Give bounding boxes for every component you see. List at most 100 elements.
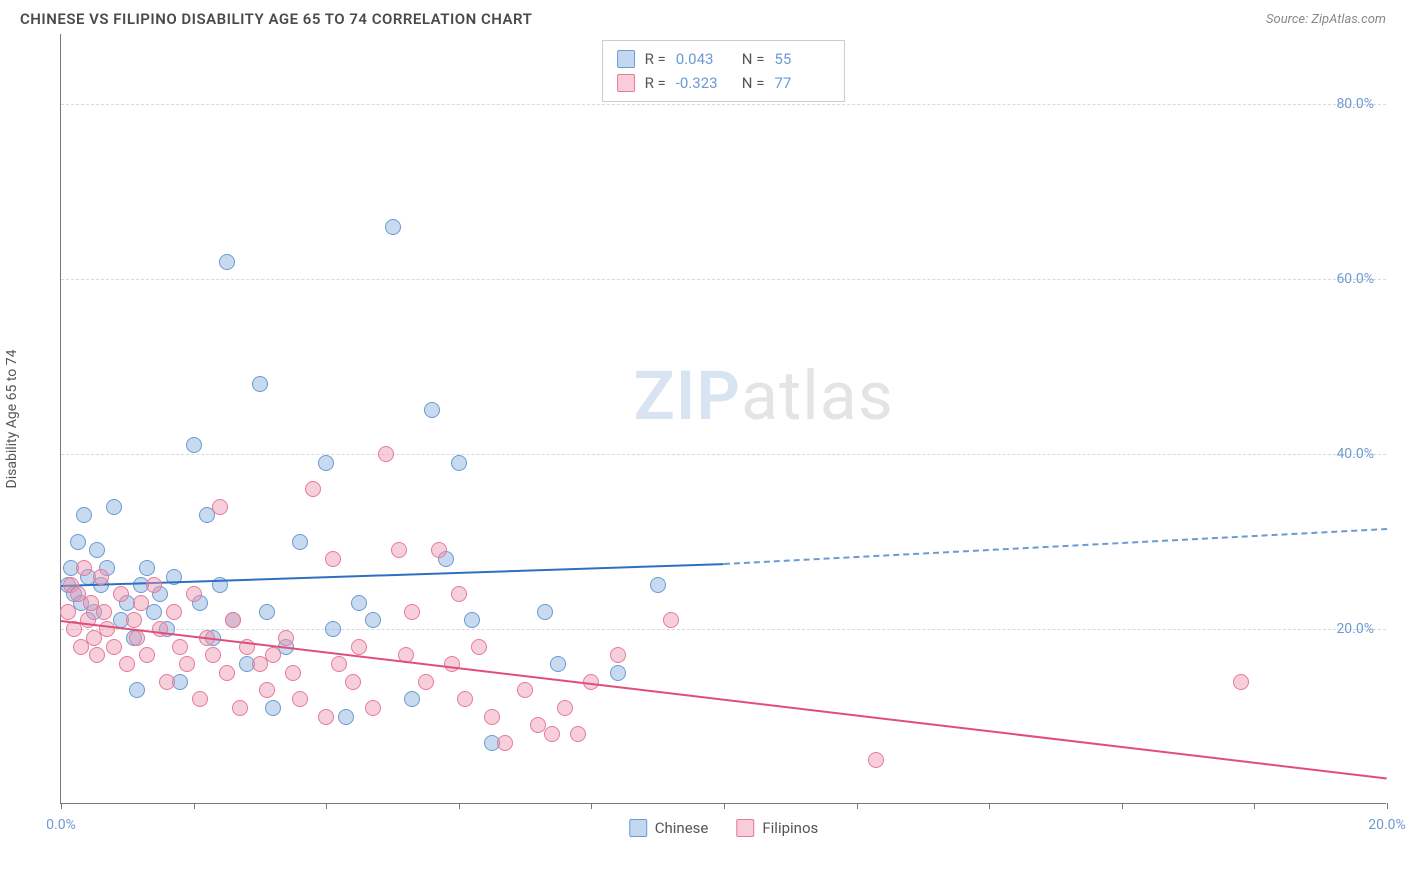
scatter-point [113,586,129,602]
scatter-point [219,254,235,270]
scatter-point [89,647,105,663]
x-tick [1254,803,1255,809]
legend-n-label: N = [742,47,765,71]
scatter-point [146,604,162,620]
x-tick [326,803,327,809]
legend-swatch [617,74,635,92]
series-legend: Chinese Filipinos [629,819,819,837]
grid-line [61,104,1386,105]
x-tick [1122,803,1123,809]
scatter-point [225,612,241,628]
legend-n-label: N = [742,71,765,95]
scatter-point [186,586,202,602]
scatter-point [537,604,553,620]
scatter-point [404,604,420,620]
scatter-point [431,542,447,558]
x-tick-label: 20.0% [1368,817,1406,833]
scatter-point [259,604,275,620]
scatter-point [205,647,221,663]
scatter-point [76,560,92,576]
x-tick [194,803,195,809]
scatter-point [192,691,208,707]
scatter-point [129,682,145,698]
scatter-point [424,402,440,418]
scatter-point [610,647,626,663]
scatter-point [663,612,679,628]
x-tick [989,803,990,809]
scatter-point [232,700,248,716]
scatter-point [325,551,341,567]
scatter-point [146,577,162,593]
watermark-bold: ZIP [634,356,741,436]
scatter-point [351,595,367,611]
chart-source: Source: ZipAtlas.com [1266,12,1386,27]
x-tick [61,803,62,809]
scatter-point [451,455,467,471]
scatter-point [219,665,235,681]
scatter-point [365,700,381,716]
legend-r-value: -0.323 [676,71,732,95]
scatter-point [292,534,308,550]
legend-n-value: 77 [774,71,830,95]
scatter-point [365,612,381,628]
series-legend-label: Chinese [655,819,709,837]
x-tick [724,803,725,809]
scatter-point [179,656,195,672]
scatter-point [345,674,361,690]
scatter-point [96,604,112,620]
scatter-point [212,499,228,515]
scatter-point [166,604,182,620]
x-tick [857,803,858,809]
trend-line [724,528,1387,565]
scatter-point [278,630,294,646]
scatter-point [484,709,500,725]
scatter-point [378,446,394,462]
series-legend-label: Filipinos [762,819,818,837]
scatter-point [550,656,566,672]
scatter-point [106,499,122,515]
scatter-point [544,726,560,742]
chart-header: CHINESE VS FILIPINO DISABILITY AGE 65 TO… [0,0,1406,34]
legend-swatch [617,50,635,68]
scatter-point [471,639,487,655]
scatter-point [444,656,460,672]
series-legend-item: Filipinos [736,819,818,837]
scatter-point [497,735,513,751]
scatter-point [457,691,473,707]
scatter-point [93,569,109,585]
scatter-point [418,674,434,690]
scatter-point [318,709,334,725]
scatter-point [60,604,76,620]
scatter-point [610,665,626,681]
scatter-point [265,647,281,663]
scatter-point [325,621,341,637]
scatter-point [89,542,105,558]
legend-swatch [629,819,647,837]
series-legend-item: Chinese [629,819,709,837]
scatter-point [139,560,155,576]
scatter-point [172,639,188,655]
scatter-point [133,595,149,611]
scatter-point [570,726,586,742]
scatter-point [385,219,401,235]
correlation-legend-row: R =-0.323N =77 [617,71,831,95]
grid-line [61,279,1386,280]
y-tick-label: 60.0% [1336,271,1374,287]
scatter-point [557,700,573,716]
scatter-point [99,621,115,637]
legend-n-value: 55 [774,47,830,71]
scatter-point [318,455,334,471]
x-tick [1387,803,1388,809]
correlation-legend: R =0.043N =55R =-0.323N =77 [602,40,846,102]
scatter-point [119,656,135,672]
scatter-point [76,507,92,523]
scatter-point [70,534,86,550]
scatter-point [464,612,480,628]
watermark: ZIPatlas [634,356,894,436]
scatter-point [292,691,308,707]
trend-line [61,620,1387,779]
legend-r-value: 0.043 [676,47,732,71]
legend-r-label: R = [645,47,666,71]
scatter-point [451,586,467,602]
chart-title: CHINESE VS FILIPINO DISABILITY AGE 65 TO… [20,10,532,28]
